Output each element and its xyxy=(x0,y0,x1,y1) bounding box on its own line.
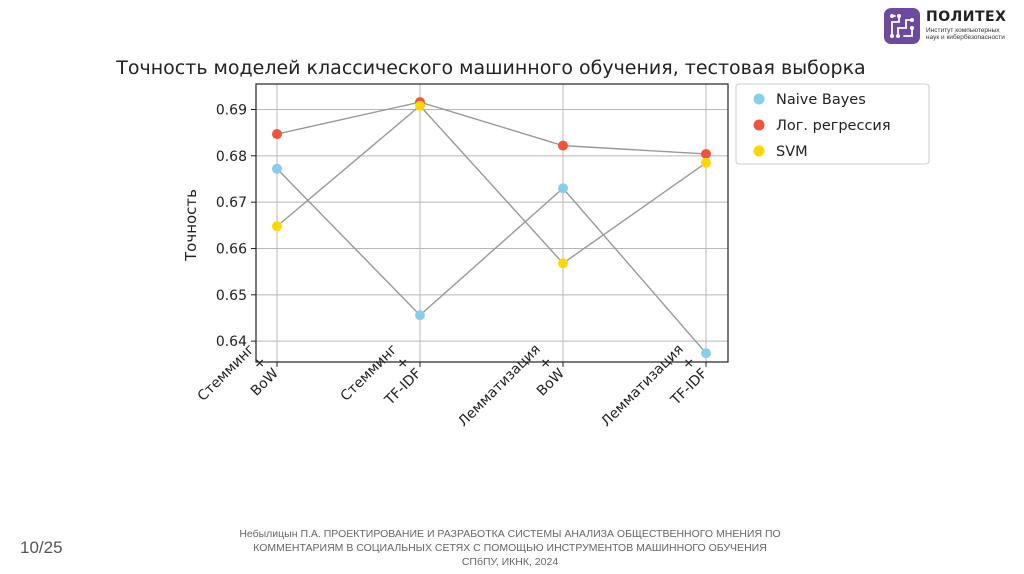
data-point xyxy=(415,310,425,321)
legend-frame xyxy=(735,83,930,165)
footer-line: Небылицын П.А. ПРОЕКТИРОВАНИЕ И РАЗРАБОТ… xyxy=(239,528,781,540)
x-tick-label: Стемминг+TF-IDF xyxy=(338,341,425,409)
legend-label: SVM xyxy=(776,144,808,160)
y-tick-label: 0.65 xyxy=(216,288,247,304)
connector-line xyxy=(276,104,707,265)
chart-legend: Naive Bayes Лог. регрессия SVM xyxy=(735,83,930,165)
data-point xyxy=(701,348,711,359)
x-tick-label-line: BoW xyxy=(248,365,282,399)
data-point xyxy=(272,221,282,232)
page-number: 10/25 xyxy=(20,538,63,557)
data-point xyxy=(272,163,282,174)
data-point xyxy=(558,183,568,194)
y-tick-label: 0.67 xyxy=(216,195,247,211)
x-tick-label-line: Лемматизация xyxy=(598,341,687,430)
y-tick-label: 0.68 xyxy=(216,149,247,165)
chart-grid xyxy=(256,84,728,362)
x-tick-label-line: Лемматизация xyxy=(455,341,544,430)
legend-marker xyxy=(753,145,765,157)
legend-marker xyxy=(753,93,765,105)
slide-footer: Небылицын П.А. ПРОЕКТИРОВАНИЕ И РАЗРАБОТ… xyxy=(210,527,810,569)
plot-frame xyxy=(255,83,729,363)
x-tick-label-line: BoW xyxy=(534,365,568,399)
logo-subtitle-line: наук и кибербезопасности xyxy=(926,34,1005,41)
data-point xyxy=(701,157,711,168)
y-axis-label: Точность xyxy=(182,189,200,262)
legend-label: Naive Bayes xyxy=(776,92,866,108)
connector-line xyxy=(276,101,707,155)
x-tick-label: Стемминг+BoW xyxy=(195,341,282,404)
footer-line: СПбПУ, ИКНК, 2024 xyxy=(461,556,559,568)
y-tick-label: 0.69 xyxy=(216,102,247,118)
logo-subtitle-line: Институт компьютерных xyxy=(926,27,1000,34)
y-tick-label: 0.66 xyxy=(216,241,247,257)
data-points xyxy=(272,97,711,359)
y-axis-ticks: 0.64 0.65 0.66 0.67 0.68 0.69 xyxy=(216,102,256,350)
x-tick-label: Лемматизация+TF-IDF xyxy=(598,341,711,430)
data-point xyxy=(415,100,425,111)
logo-subtitle: Институт компьютерных наук и кибербезопа… xyxy=(926,27,1022,41)
chart-title: Точность моделей классического машинного… xyxy=(115,57,865,79)
x-tick-label: Лемматизация+BoW xyxy=(455,341,568,430)
institute-logo: ПОЛИТЕХ Институт компьютерных наук и киб… xyxy=(884,8,1020,48)
y-tick-label: 0.64 xyxy=(216,334,247,350)
legend-label: Лог. регрессия xyxy=(776,118,891,134)
legend-marker xyxy=(753,119,765,131)
logo-title: ПОЛИТЕХ xyxy=(926,9,1007,25)
footer-line: КОММЕНТАРИЯМ В СОЦИАЛЬНЫХ СЕТЯХ С ПОМОЩЬ… xyxy=(253,542,767,554)
data-point xyxy=(558,258,568,269)
data-point xyxy=(701,148,711,159)
data-point xyxy=(558,140,568,151)
connector-line xyxy=(276,168,707,354)
circuit-logo-icon xyxy=(884,8,920,44)
data-point xyxy=(272,129,282,140)
x-tick-label-line: Стемминг xyxy=(195,341,258,404)
x-axis-ticks: Стемминг+BoW Стемминг+TF-IDF Лемматизация+… xyxy=(195,341,711,430)
connector-lines xyxy=(276,101,707,354)
